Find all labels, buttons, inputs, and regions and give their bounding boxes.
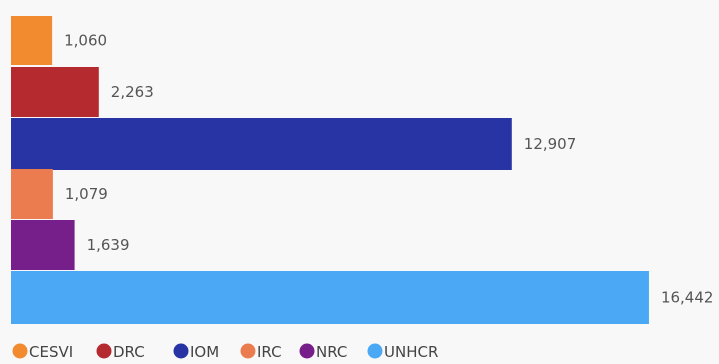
data-label-iom: 12,907 (524, 135, 577, 153)
bar-unhcr[interactable] (11, 271, 649, 324)
bar-iom[interactable] (11, 118, 512, 170)
legend-label-irc[interactable]: IRC (257, 343, 282, 361)
bar-cesvi[interactable] (11, 16, 53, 65)
legend-label-unhcr[interactable]: UNHCR (384, 343, 438, 361)
bar-drc[interactable] (11, 67, 99, 117)
data-label-irc: 1,079 (65, 185, 108, 203)
legend-label-nrc[interactable]: NRC (316, 343, 347, 361)
data-label-drc: 2,263 (111, 83, 154, 101)
data-label-nrc: 1,639 (87, 236, 130, 254)
data-label-unhcr: 16,442 (661, 289, 714, 307)
bar-irc[interactable] (11, 169, 53, 219)
legend-marker-iom[interactable] (173, 343, 189, 359)
legend-marker-irc[interactable] (240, 343, 256, 359)
legend-marker-drc[interactable] (96, 343, 112, 359)
bar-nrc[interactable] (11, 220, 75, 270)
legend-label-drc[interactable]: DRC (113, 343, 145, 361)
legend-marker-nrc[interactable] (299, 343, 315, 359)
legend-label-iom[interactable]: IOM (190, 343, 219, 361)
legend-marker-unhcr[interactable] (367, 343, 383, 359)
legend-label-cesvi[interactable]: CESVI (29, 343, 73, 361)
data-label-cesvi: 1,060 (64, 32, 107, 50)
legend-marker-cesvi[interactable] (12, 343, 28, 359)
